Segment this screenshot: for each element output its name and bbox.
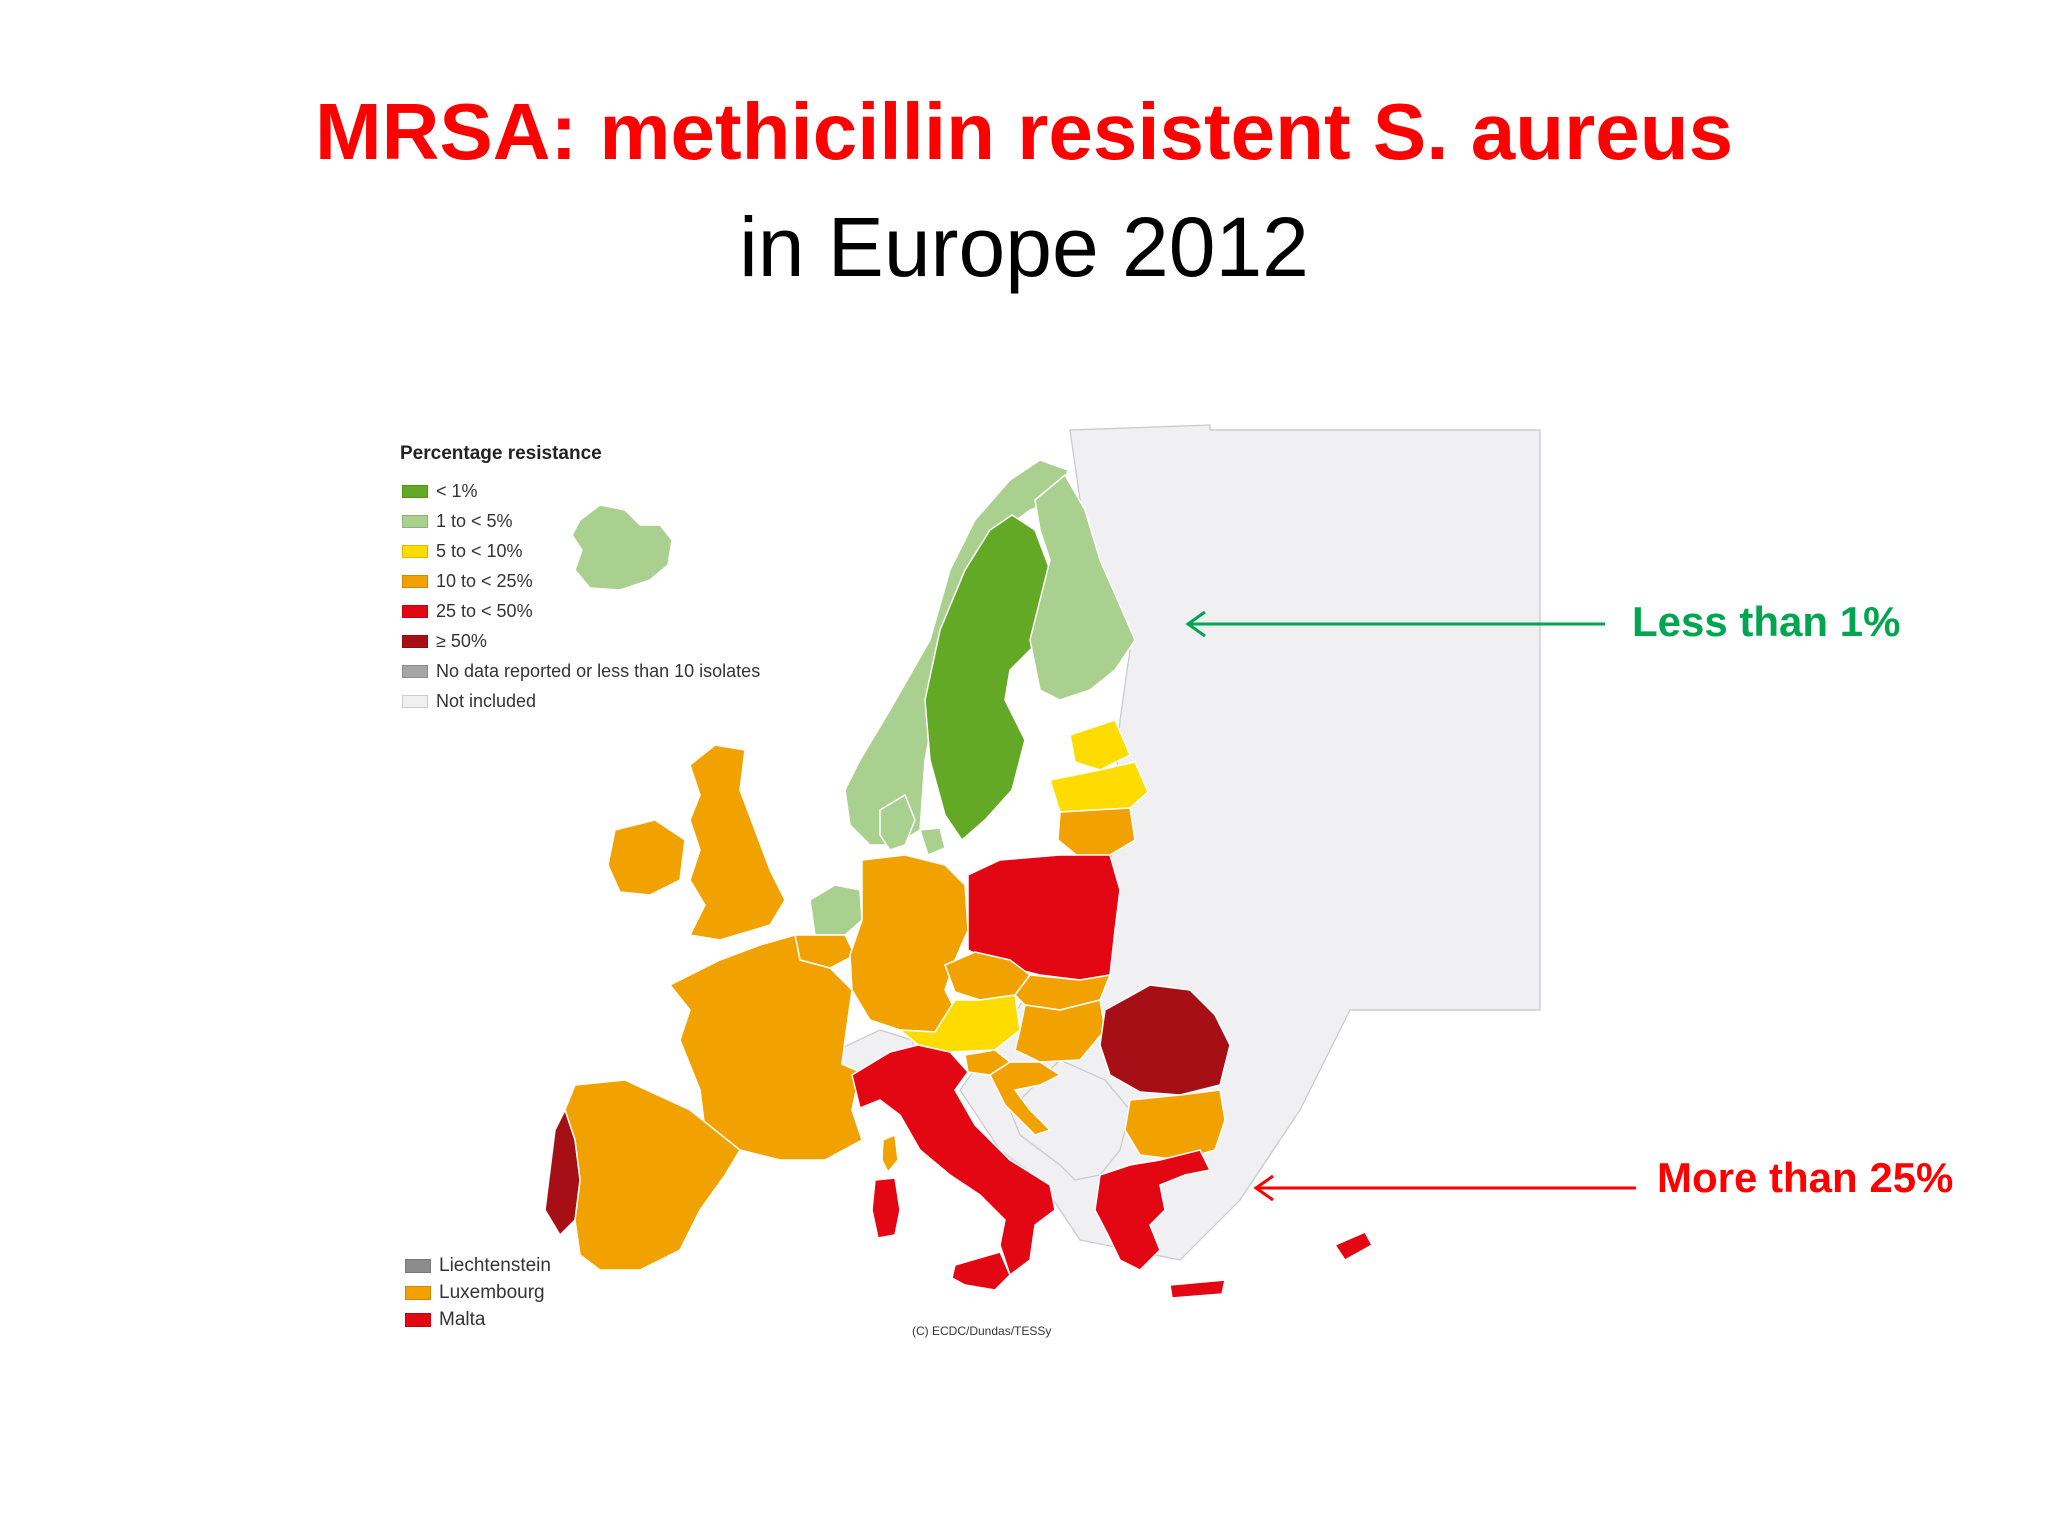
- legend-label: < 1%: [436, 480, 478, 501]
- map-denmark-islands: [919, 827, 946, 857]
- map-iceland: [571, 504, 673, 591]
- arrowhead-more-than-25: [1253, 1174, 1274, 1202]
- small-country-label: Malta: [439, 1309, 486, 1330]
- map-estonia: [1069, 719, 1131, 771]
- legend-label: 25 to < 50%: [436, 600, 533, 621]
- legend-item: Not included: [402, 690, 536, 712]
- small-country-swatch: [405, 1313, 431, 1327]
- small-country-label: Luxembourg: [439, 1282, 545, 1303]
- map-croatia: [989, 1061, 1062, 1136]
- small-country-swatch: [405, 1259, 431, 1273]
- small-country-item: Malta: [405, 1309, 485, 1331]
- map-romania: [1099, 984, 1231, 1096]
- map-bulgaria: [1124, 1089, 1226, 1161]
- legend-label: Not included: [436, 690, 537, 711]
- legend-item: No data reported or less than 10 isolate…: [402, 660, 760, 682]
- legend-item: ≥ 50%: [402, 630, 487, 652]
- legend-label: No data reported or less than 10 isolate…: [436, 660, 761, 681]
- legend-swatch: [402, 634, 428, 648]
- map-finland: [1029, 473, 1136, 701]
- annotation-less-than-1: Less than 1%: [1632, 598, 1901, 645]
- legend-swatch: [402, 544, 428, 558]
- legend-swatch: [402, 484, 428, 498]
- slide-subtitle: in Europe 2012: [739, 200, 1309, 294]
- map-crete: [1169, 1279, 1226, 1299]
- copyright-text: (C) ECDC/Dundas/TESSy: [912, 1324, 1052, 1338]
- legend-item: 5 to < 10%: [402, 540, 523, 562]
- small-country-item: Liechtenstein: [405, 1255, 551, 1277]
- map-netherlands: [809, 884, 863, 936]
- map-ireland: [607, 819, 686, 896]
- map-germany: [849, 854, 969, 1033]
- map-portugal: [544, 1108, 581, 1237]
- map-sweden: [924, 514, 1061, 842]
- map-cyprus: [1333, 1231, 1374, 1261]
- arrowhead-less-than-1: [1185, 610, 1206, 638]
- annotation-more-than-25: More than 25%: [1657, 1154, 1954, 1201]
- legend-item: < 1%: [402, 480, 478, 502]
- legend-label: 5 to < 10%: [436, 540, 523, 561]
- map-greece: [1094, 1149, 1212, 1271]
- legend-item: 25 to < 50%: [402, 600, 533, 622]
- map-denmark: [879, 793, 916, 851]
- map-sardinia: [871, 1177, 901, 1239]
- legend-swatch: [402, 604, 428, 618]
- map-corsica: [881, 1133, 899, 1174]
- map-sicily: [951, 1251, 1011, 1291]
- legend-label: 10 to < 25%: [436, 570, 533, 591]
- legend-label: ≥ 50%: [436, 630, 487, 651]
- slide-title: MRSA: methicillin resistent S. aureus: [314, 87, 1734, 176]
- legend-swatch: [402, 574, 428, 588]
- legend-swatch: [402, 664, 428, 678]
- small-country-label: Liechtenstein: [439, 1255, 551, 1276]
- legend-swatch: [402, 514, 428, 528]
- legend-swatch: [402, 694, 428, 708]
- small-country-swatch: [405, 1286, 431, 1300]
- legend-title: Percentage resistance: [400, 443, 602, 464]
- map-hungary: [1014, 999, 1106, 1063]
- small-country-item: Luxembourg: [405, 1282, 545, 1304]
- map-united-kingdom: [688, 744, 786, 941]
- legend-item: 10 to < 25%: [402, 570, 533, 592]
- map-italy: [851, 1044, 1056, 1277]
- map-latvia: [1049, 761, 1149, 813]
- legend-item: 1 to < 5%: [402, 510, 513, 532]
- legend-label: 1 to < 5%: [436, 510, 513, 531]
